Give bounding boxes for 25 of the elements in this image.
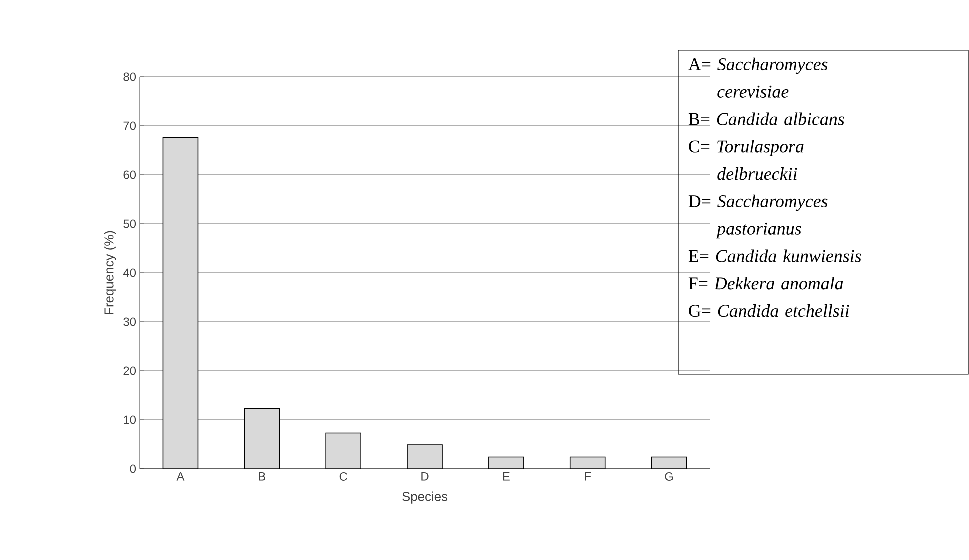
annotation: D= Saccharomyces pastorianus <box>688 194 828 239</box>
annotation: C= Torulaspora delbrueckii <box>689 140 804 180</box>
y-tick-label: 60 <box>124 170 136 180</box>
y-tick-label: 0 <box>130 464 136 474</box>
x-tick-label: C <box>340 472 348 481</box>
x-tick-label: A <box>176 472 185 481</box>
annotation: A= Saccharomyces cerevisiae <box>688 58 828 98</box>
x-tick-label: F <box>585 472 592 481</box>
x-tick-label: E <box>503 472 510 481</box>
y-tick-label: 50 <box>124 220 136 228</box>
x-axis-title: Species <box>402 492 448 504</box>
y-tick-label: 30 <box>124 318 136 326</box>
y-tick-label: 10 <box>124 416 136 424</box>
annotation: G= Candida etchellsii <box>689 304 850 318</box>
y-axis-title: Frequency (%) <box>104 231 116 314</box>
y-tick-label: 70 <box>124 122 136 130</box>
annotation: F= Dekkera anomala <box>688 277 844 290</box>
x-tick-label: G <box>665 472 674 481</box>
annotation: B= Candida albicans <box>688 112 844 126</box>
y-tick-label: 40 <box>123 268 136 278</box>
x-tick-label: B <box>259 472 266 481</box>
y-tick-label: 20 <box>124 366 136 376</box>
x-tick-label: D <box>422 472 429 481</box>
annotation: E= Candida kunwiensis <box>688 250 862 262</box>
y-tick-label: 80 <box>124 72 136 82</box>
